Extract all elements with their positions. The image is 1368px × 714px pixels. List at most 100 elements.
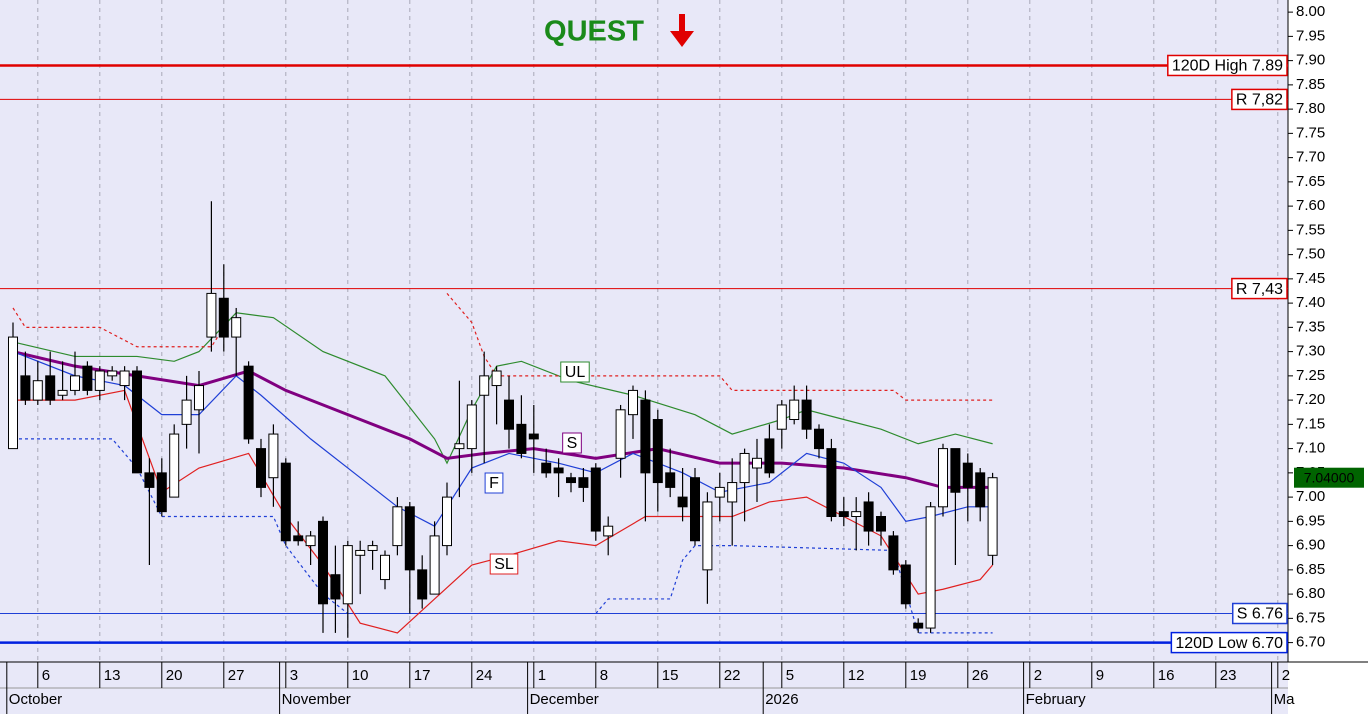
candle-body — [987, 477, 998, 556]
level-label: R 7,82 — [1236, 92, 1283, 109]
candle-body — [119, 370, 130, 387]
candle-body — [888, 535, 899, 571]
candle-body — [181, 399, 192, 425]
y-tick-label: 7.55 — [1296, 221, 1325, 238]
candle-body — [553, 467, 564, 474]
candle-body — [528, 433, 539, 440]
series-label: UL — [565, 364, 586, 381]
x-tick-label: 23 — [1220, 667, 1237, 684]
x-tick-label: 9 — [1096, 667, 1104, 684]
level-label-box — [1167, 54, 1288, 77]
candle-body — [479, 375, 490, 396]
candle-body — [925, 506, 936, 629]
chart-title: QUEST — [544, 16, 644, 48]
candle-body — [752, 457, 762, 469]
y-tick-label: 6.70 — [1296, 634, 1325, 651]
level-label: 120D High 7.89 — [1172, 58, 1283, 75]
y-tick-label: 7.45 — [1296, 270, 1325, 287]
stop-line — [446, 293, 993, 401]
candle-body — [380, 554, 390, 581]
candle-body — [814, 428, 824, 450]
y-tick-label: 7.75 — [1296, 124, 1325, 141]
level-label: R 7,43 — [1236, 281, 1283, 298]
level-label: S 6.76 — [1237, 606, 1283, 623]
candle-body — [652, 419, 663, 484]
x-tick-label: 15 — [662, 667, 679, 684]
candle-body — [231, 317, 242, 338]
candle-body — [603, 525, 614, 537]
candle-body — [70, 375, 80, 391]
level-label-box — [1231, 277, 1288, 300]
candle-body — [665, 472, 676, 488]
candle-body — [541, 462, 552, 474]
x-tick-label: 1 — [538, 667, 546, 684]
series-label: F — [489, 475, 499, 492]
candle-body — [628, 389, 638, 416]
candle-body — [57, 389, 68, 396]
candle-body — [466, 404, 477, 450]
candle-body — [516, 423, 527, 454]
series-label: SL — [494, 556, 514, 573]
y-tick-label: 7.50 — [1296, 246, 1325, 263]
y-tick-label: 7.30 — [1296, 343, 1325, 360]
candle-body — [32, 380, 43, 401]
series-label-box — [560, 361, 590, 383]
x-tick-label: 8 — [600, 667, 608, 684]
candle-body — [776, 404, 787, 430]
y-tick-label: 7.15 — [1296, 415, 1325, 432]
candle-body — [367, 545, 378, 551]
last-price-box — [1294, 467, 1364, 488]
y-tick-label: 7.10 — [1296, 440, 1325, 457]
candle-body — [417, 569, 428, 600]
series-label: S — [567, 435, 578, 452]
candle-body — [318, 520, 328, 605]
x-tick-label: 27 — [228, 667, 245, 684]
candle-body — [640, 399, 651, 474]
month-label: October — [9, 691, 62, 708]
x-tick-label: 12 — [848, 667, 865, 684]
candle-body — [8, 336, 18, 450]
candle-body — [243, 365, 254, 440]
candle-body — [801, 399, 812, 430]
level-label-box — [1231, 88, 1288, 111]
y-tick-label: 7.80 — [1296, 100, 1325, 117]
candle-body — [739, 452, 750, 484]
candle-body — [566, 477, 576, 484]
axis-background — [1288, 0, 1368, 714]
level-label-box — [1231, 602, 1288, 625]
x-tick-label: 2 — [1282, 667, 1290, 684]
candle-body — [429, 535, 440, 595]
candle-body — [491, 370, 502, 387]
x-tick-label: 20 — [166, 667, 183, 684]
candle-body — [442, 496, 452, 547]
month-label: Ma — [1274, 691, 1295, 708]
candle-body — [45, 375, 56, 401]
y-tick-label: 6.85 — [1296, 561, 1325, 578]
y-tick-label: 7.00 — [1296, 488, 1325, 505]
candle-body — [764, 438, 775, 474]
series-label-box — [562, 432, 582, 454]
level-label: 120D Low 6.70 — [1175, 635, 1283, 652]
candle-body — [913, 622, 924, 629]
x-tick-label: 24 — [476, 667, 493, 684]
candle-body — [863, 501, 874, 532]
candle-body — [838, 511, 849, 518]
x-tick-label: 19 — [910, 667, 927, 684]
y-tick-label: 7.60 — [1296, 197, 1325, 214]
plot-background — [0, 0, 1288, 714]
candle-body — [938, 448, 948, 508]
x-tick-label: 10 — [352, 667, 369, 684]
series-label-box — [489, 553, 519, 575]
candle-body — [293, 535, 304, 542]
y-tick-label: 6.80 — [1296, 585, 1325, 602]
candle-body — [504, 399, 514, 430]
candle-body — [156, 472, 167, 513]
y-tick-label: 6.75 — [1296, 609, 1325, 626]
candle-body — [876, 516, 886, 532]
candle-body — [714, 486, 725, 498]
month-label: December — [530, 691, 599, 708]
series-label-box — [484, 472, 504, 494]
candle-body — [454, 443, 465, 450]
last-price-label: 7.04000 — [1304, 469, 1355, 485]
